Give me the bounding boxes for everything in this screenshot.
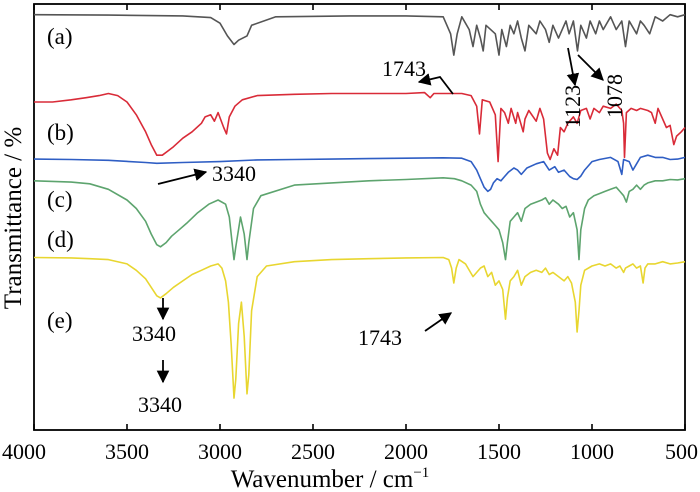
annotation-1123-a: 1123 (560, 47, 585, 128)
annotation-1078-a-arrow (577, 54, 604, 81)
x-tick-label-1000: 1000 (570, 439, 614, 464)
annotation-1743-e-label: 1743 (358, 325, 402, 350)
x-axis-title: Wavenumber / cm−1 (231, 465, 430, 492)
spectrum-line-c (33, 154, 686, 193)
panel-label-e: (e) (47, 308, 73, 333)
spectrum-line-a (33, 13, 686, 56)
panel-label-a: (a) (47, 24, 73, 49)
annotation-3340-d: 3340 (132, 298, 176, 346)
annotation-1743-a-label: 1743 (382, 56, 426, 81)
annotation-3340-d-label: 3340 (132, 321, 176, 346)
annotation-1123-a-label: 1123 (560, 85, 585, 128)
spectrum-line-d (33, 177, 686, 261)
annotation-3340-b: 3340 (157, 161, 256, 186)
spectra-group (33, 13, 686, 399)
panel-label-d: (d) (47, 227, 74, 252)
x-tick-label-4000: 4000 (2, 439, 46, 464)
y-axis-title: Transmittance / % (0, 127, 27, 309)
plot-area-frame (33, 3, 686, 431)
annotation-1743-e: 1743 (358, 312, 453, 350)
x-tick-label-3000: 3000 (198, 439, 242, 464)
annotation-3340-e-label: 3340 (138, 392, 182, 417)
x-tick-label-2500: 2500 (291, 439, 335, 464)
annotation-1078-a-label: 1078 (602, 74, 627, 118)
spectrum-line-b (34, 91, 686, 163)
annotation-1743-a-arrow (417, 73, 454, 95)
x-tick-label-500: 500 (665, 439, 698, 464)
panel-label-b: (b) (47, 120, 74, 145)
annotation-3340-b-arrow (157, 168, 208, 185)
x-axis-title-text: Wavenumber / cm (231, 466, 414, 492)
annotation-1743-a: 1743 (382, 56, 454, 95)
annotations-group: 1743 1123 1078 3340 3340 3340 1743 (132, 47, 627, 417)
x-tick-label-2000: 2000 (384, 439, 428, 464)
panel-labels-group: (a) (b) (c) (d) (e) (47, 24, 74, 333)
annotation-3340-e: 3340 (138, 360, 182, 417)
x-tick-label-3500: 3500 (105, 439, 149, 464)
annotation-3340-b-label: 3340 (212, 161, 256, 186)
x-axis: 4000 3500 3000 2500 2000 1500 1000 500 (2, 4, 698, 464)
annotation-1078-a: 1078 (577, 54, 627, 118)
annotation-1123-a-arrow (566, 47, 580, 87)
spectrum-line-e (33, 256, 686, 399)
x-axis-title-superscript: −1 (413, 465, 429, 481)
panel-label-c: (c) (47, 187, 73, 212)
x-tick-label-1500: 1500 (477, 439, 521, 464)
annotation-1743-e-arrow (424, 312, 453, 332)
